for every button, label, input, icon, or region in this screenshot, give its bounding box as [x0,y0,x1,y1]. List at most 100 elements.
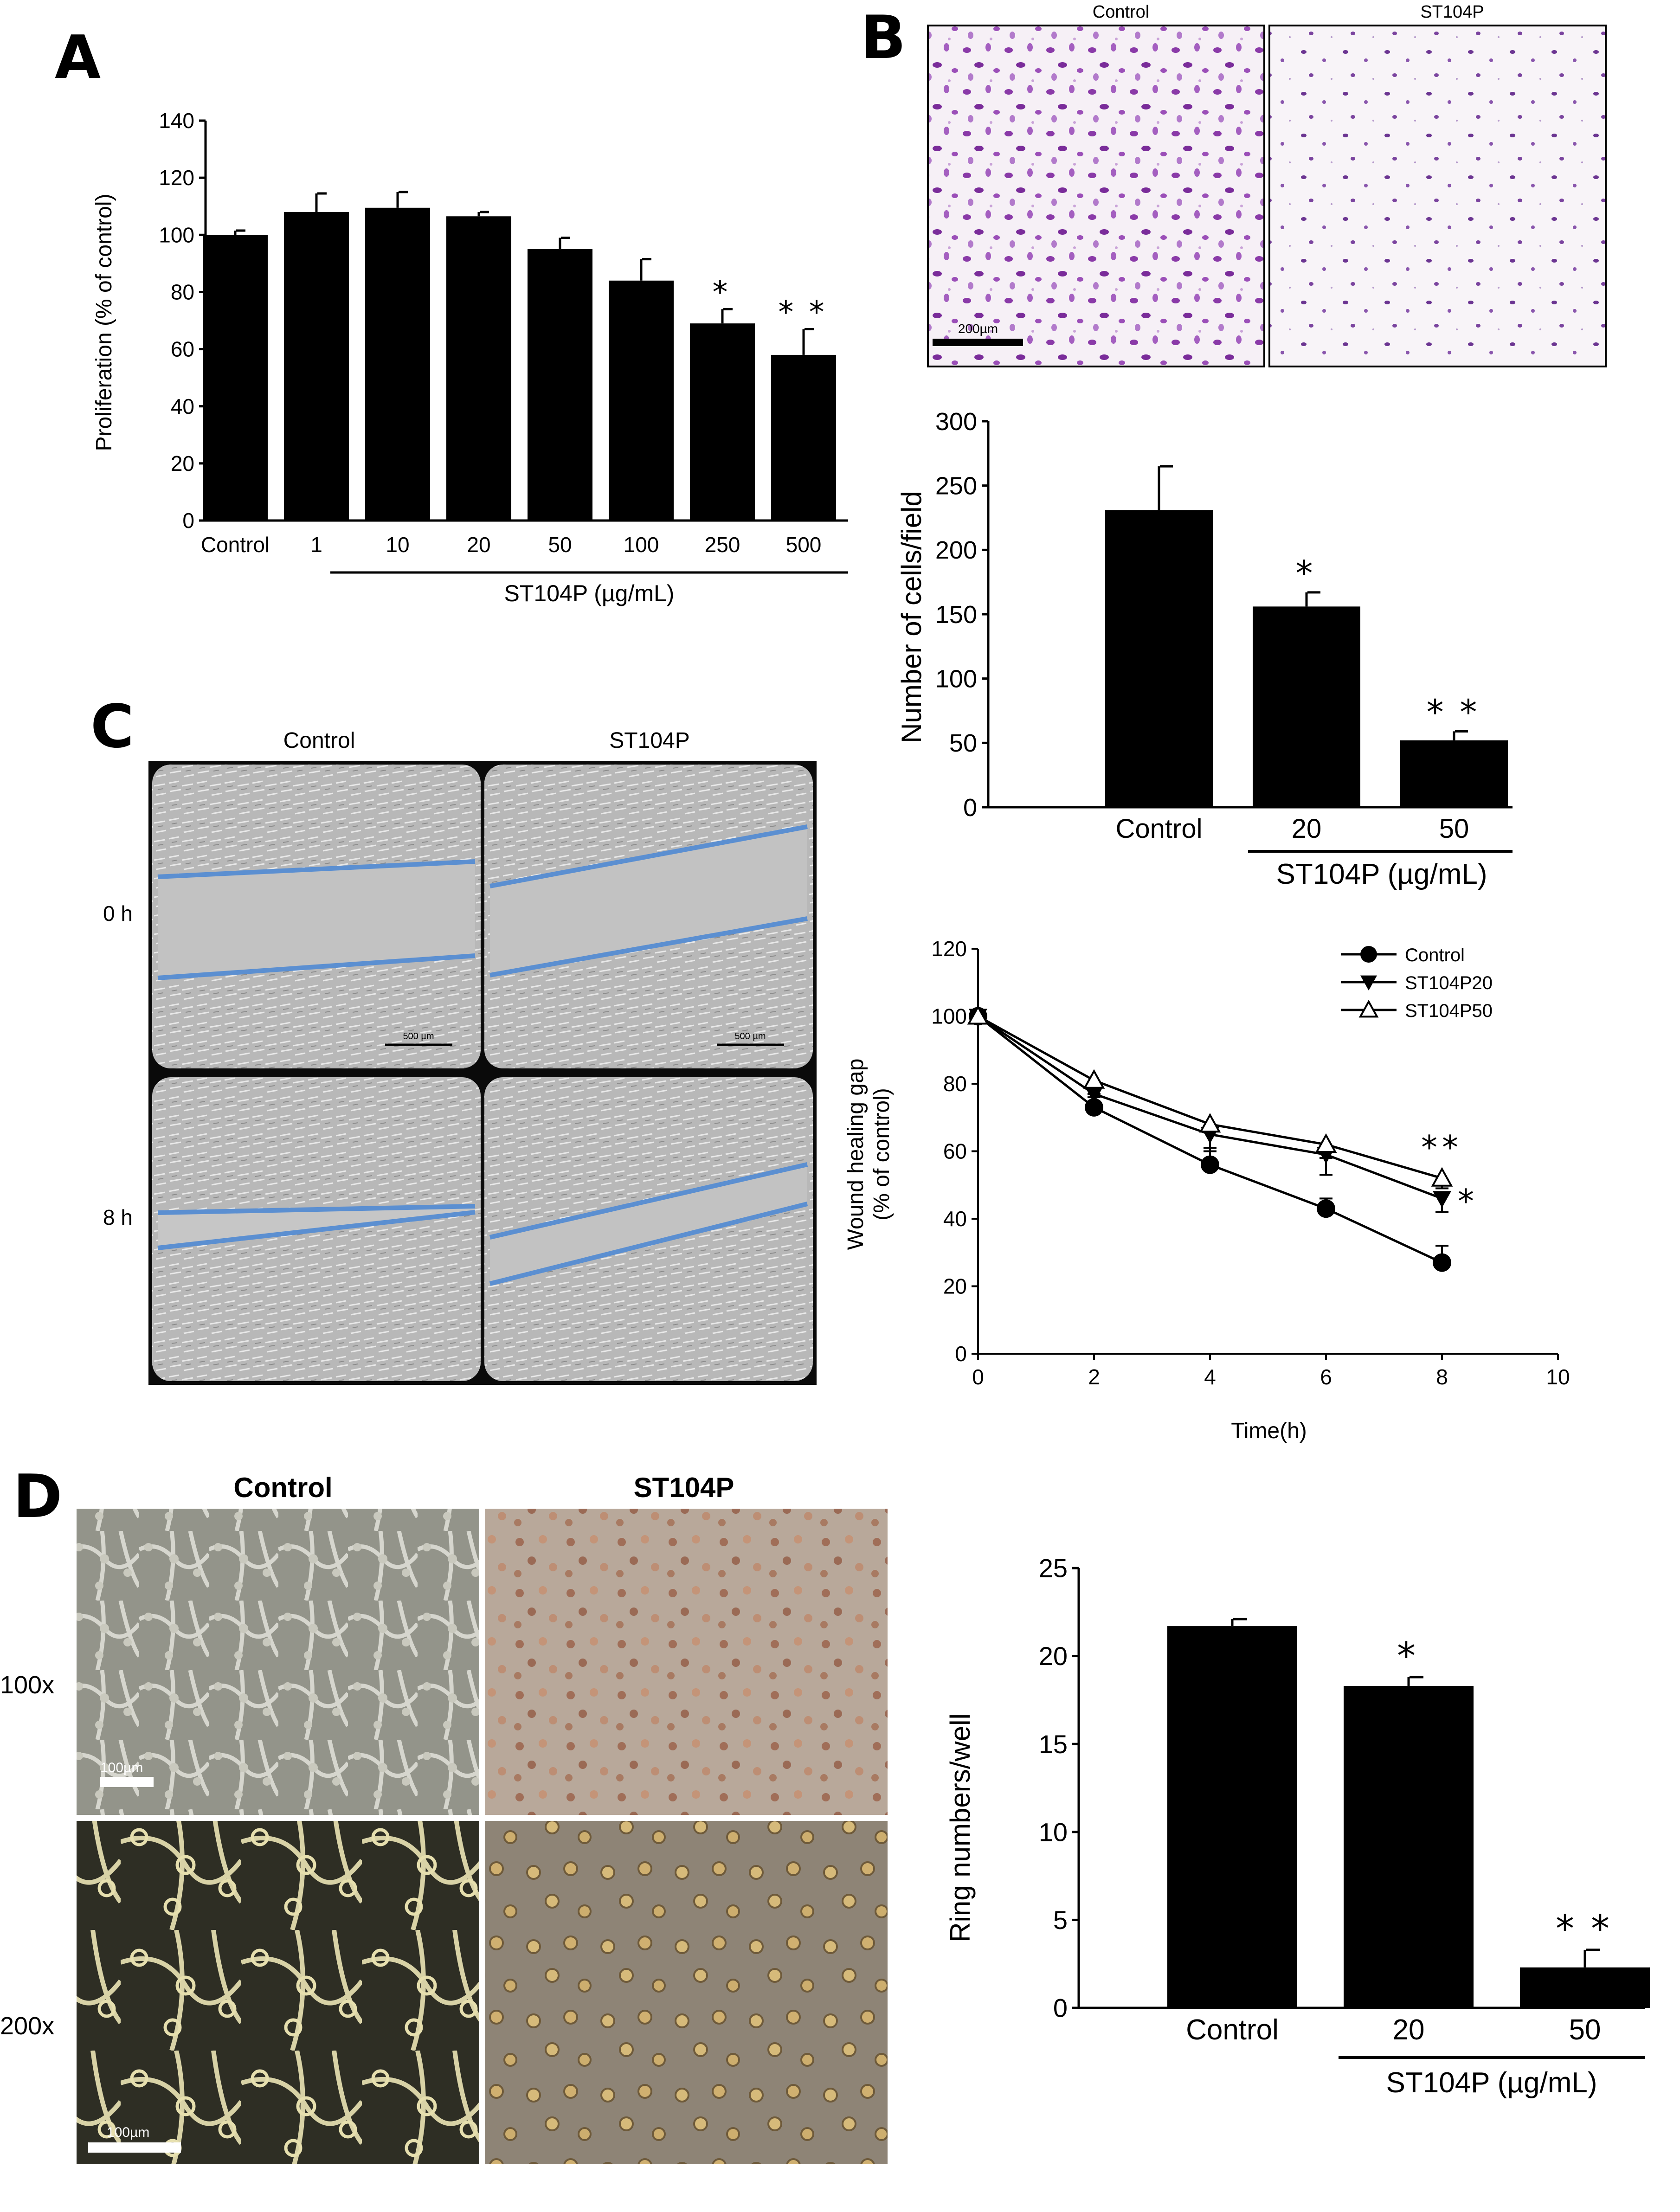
bar [1344,1686,1474,2008]
significance-mark: * * [1556,1907,1614,1950]
chart-a-group-label: ST104P (µg/mL) [504,580,675,606]
b-treat-title: ST104P [1420,2,1484,22]
x-tick-label: 8 [1436,1365,1448,1389]
d-control-100x [77,1509,479,1815]
chart-c-ylabel: Wound healing gap [843,1059,868,1250]
legend-label: Control [1405,945,1465,965]
chart-b-cell-count: 0 50 100 150 200 250 300 Control 20 * 50 * * Numbe… [896,408,1513,890]
chart-b-bars [1105,465,1508,807]
panel-d-micrographs: Control ST104P 100x 200x 100µm 100µm [0,1472,888,2164]
y-tick-label: 200 [935,536,977,564]
x-tick-label: 0 [972,1365,984,1389]
b-control-title: Control [1093,2,1150,22]
significance-mark: * [1397,1634,1420,1678]
y-tick-label: 120 [931,937,967,961]
category-label: Control [1116,814,1203,844]
point-marker [1317,1199,1335,1218]
y-tick-label: 40 [943,1207,967,1231]
c-row-8h: 8 h [103,1205,133,1229]
point-marker [1083,1069,1105,1089]
chart-a-labels: Control 1 10 20 50 100 250 * 500 * * [201,274,824,557]
bar [1167,1626,1297,2008]
d-control-title: Control [233,1472,332,1503]
x-tick-label: 10 [1546,1365,1570,1389]
chart-d-ylabel: Ring numbers/well [945,1713,976,1942]
x-tick-label: 4 [1204,1365,1216,1389]
y-tick-label: 0 [955,1342,967,1366]
y-tick-label: 0 [182,508,194,533]
y-tick-label: 300 [935,408,977,436]
panel-letter-a: A [55,23,101,92]
d-treat-200x [485,1821,888,2164]
y-tick-label: 60 [171,337,194,361]
legend-label: ST104P20 [1405,973,1493,993]
point-marker [1433,1191,1451,1208]
point-marker [1433,1253,1451,1272]
y-tick-label: 15 [1039,1730,1068,1759]
d-treat-title: ST104P [634,1472,734,1503]
significance-mark: * [1458,1182,1479,1220]
chart-d-labels: Control 20 * 50 * * [1186,1634,1614,2046]
chart-a-bars [203,191,836,521]
chart-c-axes: 0 20 40 60 80 100 120 0 2 4 6 8 10 [931,937,1570,1389]
point-marker [1360,975,1377,990]
point-marker [1201,1155,1219,1174]
category-label: 20 [467,533,490,557]
category-label: 500 [786,533,822,557]
b-control-image [927,25,1265,367]
bar [771,354,836,521]
panel-b-micrographs: Control ST104P 200µm [927,2,1607,367]
bar [690,323,755,521]
bar [365,207,430,521]
category-label: 20 [1292,814,1322,844]
chart-c-series [967,1005,1453,1272]
c-scale-label-1: 500 µm [403,1031,434,1042]
chart-c-legend: Control ST104P20 ST104P50 [1341,945,1493,1021]
d-scale-label-2: 100µm [107,2125,149,2140]
y-tick-label: 40 [171,394,194,418]
bar [1400,740,1508,807]
point-marker [1315,1133,1337,1153]
bar [284,212,349,521]
bar [203,235,268,521]
chart-a-proliferation: 0 20 40 60 80 100 120 140 Control 1 10 20 50 100 250 *… [92,109,848,606]
chart-b-labels: Control 20 * 50 * * [1116,553,1477,844]
category-label: 50 [548,533,572,557]
y-tick-label: 10 [1039,1817,1068,1846]
x-tick-label: 6 [1320,1365,1332,1389]
category-label: 100 [624,533,659,557]
c-gap-treat-0h [490,827,807,975]
significance-mark: * [1296,553,1318,593]
point-marker [1199,1113,1221,1133]
c-treat-title: ST104P [609,728,689,753]
d-scale-bar-1 [100,1777,154,1787]
d-control-200x [77,1821,479,2164]
chart-c-labels: *** [1421,1129,1479,1221]
significance-mark: * [713,274,733,310]
chart-a-ylabel: Proliferation (% of control) [92,194,116,451]
significance-mark: ** [1421,1129,1463,1167]
chart-d-ring-numbers: 0 5 10 15 20 25 Control 20 * 50 * * Ring numbers/… [945,1554,1650,2099]
b-scale-bar [933,339,1023,346]
c-wound-lines [157,824,808,1286]
y-tick-label: 20 [171,451,194,476]
point-marker [1431,1167,1453,1187]
y-tick-label: 140 [159,109,194,133]
chart-b-ylabel: Number of cells/field [896,491,927,743]
bar [1520,1967,1650,2008]
panel-c-micrographs: Control ST104P 0 h 8 h 500 µm 500 µm [103,728,817,1385]
y-tick-label: 100 [935,665,977,693]
y-tick-label: 20 [943,1274,967,1299]
category-label: 10 [386,533,409,557]
d-treat-100x [485,1509,888,1815]
bar [446,216,511,521]
point-marker [1358,999,1379,1018]
category-label: 250 [705,533,740,557]
bar [609,280,674,521]
y-tick-label: 0 [1053,1993,1068,2023]
c-scale-label-2: 500 µm [734,1031,766,1042]
d-scale-bar-2 [88,2142,181,2153]
y-tick-label: 20 [1039,1641,1068,1671]
